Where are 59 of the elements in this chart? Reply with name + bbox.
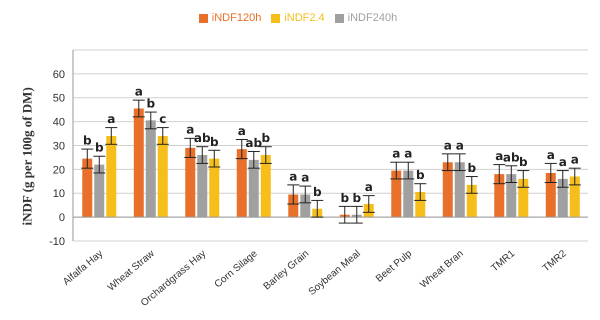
data-label: a — [444, 138, 452, 152]
data-label: a — [364, 180, 373, 194]
data-label: a — [238, 124, 246, 138]
data-label: a — [570, 152, 579, 167]
data-label: a — [558, 155, 567, 170]
y-tick-label: 20 — [52, 164, 65, 176]
data-label: b — [340, 190, 350, 205]
data-label: ab — [245, 136, 263, 150]
data-label: a — [186, 122, 194, 137]
bar — [209, 158, 220, 218]
data-label: b — [261, 131, 270, 146]
y-tick-label: 40 — [52, 116, 65, 129]
bar — [570, 176, 580, 218]
data-label: a — [404, 146, 412, 161]
bar — [466, 184, 477, 218]
bar — [442, 162, 453, 218]
bar — [82, 158, 92, 218]
y-tick-label: 0 — [58, 212, 65, 224]
legend-label: iNDF2.4 — [284, 12, 325, 24]
y-tick-label: 10 — [52, 188, 65, 200]
data-label: a — [134, 84, 143, 99]
data-label: a — [546, 148, 555, 162]
bar — [546, 172, 556, 218]
data-label: b — [518, 155, 528, 170]
data-label: b — [416, 168, 425, 182]
data-label: ab — [502, 150, 520, 164]
data-label: b — [94, 140, 104, 155]
bar — [391, 170, 402, 218]
bar — [260, 155, 271, 218]
legend-label: iNDF240h — [348, 12, 398, 24]
data-label: b — [352, 190, 362, 205]
bar — [494, 174, 504, 218]
data-label: a — [107, 112, 116, 126]
data-label: a — [301, 170, 310, 185]
data-label: b — [467, 161, 476, 176]
data-label: b — [210, 134, 219, 149]
bar — [158, 136, 168, 218]
bar — [415, 192, 426, 218]
bar — [236, 149, 247, 218]
y-tick-label: 30 — [52, 140, 65, 152]
bar — [518, 178, 528, 218]
data-label: a — [456, 138, 464, 152]
legend-label: iNDF120h — [212, 12, 262, 24]
y-axis-title: iNDF (g per 100g of DM) — [20, 87, 35, 226]
data-label: a — [495, 149, 504, 163]
data-label: b — [82, 133, 92, 148]
y-tick-label: 60 — [52, 68, 65, 81]
data-label: a — [289, 169, 298, 184]
x-tick-label: Beet Pulp — [374, 248, 415, 285]
y-tick-label: 50 — [52, 92, 65, 105]
data-label: c — [159, 112, 166, 126]
data-label: a — [392, 146, 400, 161]
data-label: ab — [194, 131, 212, 146]
bar — [106, 136, 116, 218]
y-tick-label: -10 — [49, 236, 65, 248]
bar — [134, 108, 144, 218]
data-label: b — [146, 96, 156, 111]
bar — [185, 148, 196, 218]
data-label: b — [312, 184, 322, 199]
